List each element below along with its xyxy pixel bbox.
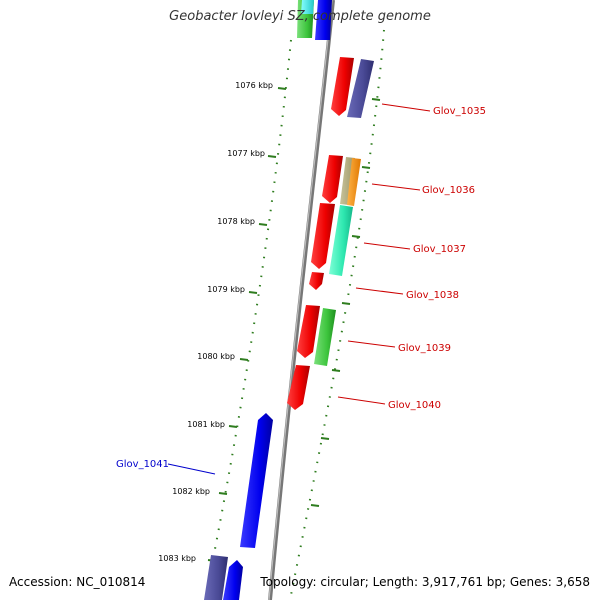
scale-tick-label: 1081 kbp (187, 420, 225, 429)
gene-feature[interactable] (301, 0, 314, 14)
scale-tick-label: 1076 kbp (235, 81, 273, 90)
accession-text: Accession: NC_010814 (9, 575, 146, 589)
gene-feature[interactable] (240, 413, 273, 548)
scale-tick-label: 1083 kbp (158, 554, 196, 563)
gene-label[interactable]: Glov_1040 (388, 400, 441, 411)
gene-leader-line (381, 103, 431, 112)
rail-tick (351, 235, 361, 238)
scale-tick (277, 87, 287, 90)
gene-label[interactable]: Glov_1041 (116, 459, 169, 470)
map-title: Geobacter lovleyi SZ, complete genome (169, 9, 431, 24)
rail-tick (331, 369, 341, 372)
scale-tick-label: 1080 kbp (197, 352, 235, 361)
gene-feature[interactable] (314, 308, 336, 366)
gene-feature[interactable] (204, 555, 228, 600)
gene-label[interactable]: Glov_1037 (413, 244, 466, 255)
scale-tick-label: 1082 kbp (172, 487, 210, 496)
gene-label[interactable]: Glov_1039 (398, 343, 451, 354)
gene-leader-line (337, 396, 386, 405)
gene-feature[interactable] (331, 57, 354, 116)
gene-feature[interactable] (347, 59, 374, 118)
inner-tick-rail (204, 39, 292, 600)
gene-leader-line (371, 183, 421, 191)
gene-leader-line (167, 463, 216, 475)
genome-backbone-highlight (268, 0, 333, 600)
scale-tick-label: 1079 kbp (207, 285, 245, 294)
scale-tick (267, 155, 277, 158)
gene-feature[interactable] (309, 272, 324, 290)
genome-backbone (268, 0, 335, 600)
scale-tick-label: 1078 kbp (217, 217, 255, 226)
gene-feature[interactable] (311, 203, 335, 269)
rail-tick (310, 504, 320, 507)
gene-feature[interactable] (287, 365, 310, 410)
rail-tick (341, 302, 351, 305)
scale-tick (248, 291, 258, 294)
scale-tick (258, 223, 268, 226)
scale-tick (239, 358, 249, 361)
scale-tick (228, 425, 238, 428)
gene-leader-line (347, 340, 396, 348)
gene-leader-line (363, 242, 411, 250)
rail-tick (371, 98, 381, 101)
gene-feature[interactable] (223, 560, 243, 600)
gene-feature[interactable] (329, 205, 353, 276)
genome-summary-text: Topology: circular; Length: 3,917,761 bp… (260, 575, 590, 589)
gene-label[interactable]: Glov_1038 (406, 290, 459, 301)
gene-label[interactable]: Glov_1036 (422, 185, 475, 196)
rail-tick (361, 166, 371, 169)
outer-rail-ticks (310, 98, 381, 507)
scale-tick-label: 1077 kbp (227, 149, 265, 158)
gene-feature[interactable] (297, 305, 320, 358)
gene-label[interactable]: Glov_1035 (433, 106, 486, 117)
gene-feature[interactable] (315, 0, 332, 40)
rail-tick (320, 437, 330, 440)
scale-tick (218, 492, 228, 495)
gene-feature[interactable] (322, 155, 343, 203)
gene-leader-line (355, 287, 404, 295)
gene-feature[interactable] (347, 158, 361, 206)
scale-ticks (207, 87, 287, 562)
